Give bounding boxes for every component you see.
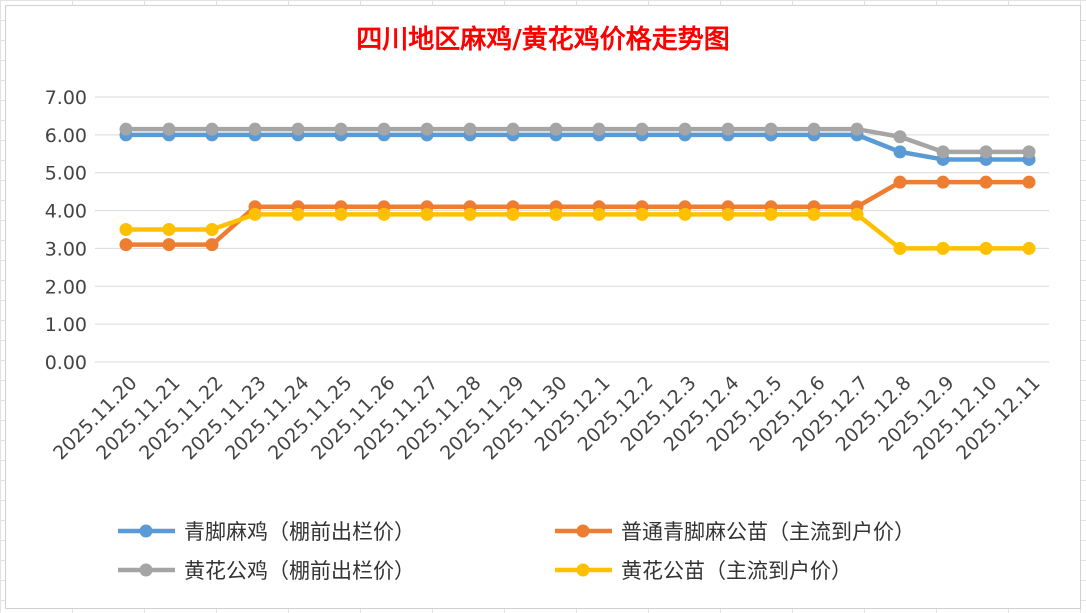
data-point[interactable] (377, 122, 391, 136)
data-point[interactable] (549, 207, 563, 221)
legend-marker (576, 563, 590, 577)
data-point[interactable] (893, 175, 907, 189)
legend-marker (576, 524, 590, 538)
legend-item[interactable]: 普通青脚麻公苗（主流到户价） (555, 520, 915, 544)
data-point[interactable] (678, 122, 692, 136)
data-point[interactable] (119, 122, 133, 136)
legend-marker (139, 524, 153, 538)
data-point[interactable] (1022, 175, 1036, 189)
data-point[interactable] (936, 175, 950, 189)
data-point[interactable] (979, 241, 993, 255)
y-tick-label: 2.00 (45, 276, 87, 298)
data-point[interactable] (1022, 145, 1036, 159)
data-point[interactable] (291, 207, 305, 221)
legend-label: 黄花公鸡（棚前出栏价） (184, 559, 415, 583)
data-point[interactable] (162, 238, 176, 252)
data-point[interactable] (893, 145, 907, 159)
data-point[interactable] (377, 207, 391, 221)
data-point[interactable] (506, 122, 520, 136)
data-point[interactable] (936, 145, 950, 159)
data-point[interactable] (1022, 241, 1036, 255)
series-line (126, 126, 1029, 155)
legend: 青脚麻鸡（棚前出栏价） 普通青脚麻公苗（主流到户价） 黄花公鸡（棚前出栏价） 黄花公苗… (118, 520, 915, 583)
y-tick-label: 5.00 (45, 163, 87, 185)
series-line (126, 212, 1029, 251)
y-axis-ticks: 0.00 1.00 2.00 3.00 4.00 5.00 6.00 7.00 (45, 87, 87, 374)
data-point[interactable] (119, 223, 133, 236)
data-point[interactable] (764, 122, 778, 136)
legend-label: 普通青脚麻公苗（主流到户价） (621, 520, 915, 544)
data-point[interactable] (850, 207, 864, 221)
legend-item[interactable]: 黄花公鸡（棚前出栏价） (118, 559, 415, 583)
data-point[interactable] (979, 175, 993, 189)
series-line (126, 179, 1029, 247)
data-point[interactable] (549, 122, 563, 136)
data-point[interactable] (807, 207, 821, 221)
y-tick-label: 6.00 (45, 125, 87, 147)
data-point[interactable] (205, 122, 219, 136)
data-point[interactable] (205, 223, 219, 236)
legend-label: 青脚麻鸡（棚前出栏价） (184, 520, 415, 544)
y-tick-label: 7.00 (45, 87, 87, 109)
data-point[interactable] (463, 207, 477, 221)
legend-item[interactable]: 黄花公苗（主流到户价） (555, 559, 852, 583)
legend-label: 黄花公苗（主流到户价） (621, 559, 852, 583)
data-point[interactable] (506, 207, 520, 221)
data-point[interactable] (334, 207, 348, 221)
y-tick-label: 0.00 (45, 352, 87, 374)
data-point[interactable] (678, 207, 692, 221)
chart-title: 四川地区麻鸡/黄花鸡价格走势图 (356, 24, 730, 55)
data-point[interactable] (463, 122, 477, 136)
data-point[interactable] (721, 207, 735, 221)
y-tick-label: 4.00 (45, 201, 87, 223)
data-point[interactable] (721, 122, 735, 136)
data-point[interactable] (936, 241, 950, 255)
data-point[interactable] (850, 122, 864, 136)
legend-item[interactable]: 青脚麻鸡（棚前出栏价） (118, 520, 415, 544)
data-point[interactable] (592, 122, 606, 136)
data-point[interactable] (592, 207, 606, 221)
data-point[interactable] (420, 122, 434, 136)
series-2 (119, 122, 1036, 159)
y-tick-label: 3.00 (45, 238, 87, 260)
data-point[interactable] (893, 130, 907, 144)
data-point[interactable] (420, 207, 434, 221)
data-point[interactable] (119, 238, 133, 252)
data-point[interactable] (807, 122, 821, 136)
data-point[interactable] (248, 122, 262, 136)
data-point[interactable] (764, 207, 778, 221)
data-point[interactable] (334, 122, 348, 136)
data-point[interactable] (979, 145, 993, 159)
data-point[interactable] (635, 207, 649, 221)
data-point[interactable] (162, 223, 176, 236)
data-point[interactable] (635, 122, 649, 136)
y-tick-label: 1.00 (45, 314, 87, 336)
series-lines (119, 122, 1036, 255)
data-point[interactable] (893, 241, 907, 255)
data-point[interactable] (162, 122, 176, 136)
x-axis-ticks: 2025.11.202025.11.212025.11.222025.11.23… (49, 372, 1044, 464)
legend-marker (139, 563, 153, 577)
data-point[interactable] (291, 122, 305, 136)
series-line (126, 132, 1029, 162)
chart-frame[interactable] (5, 5, 1081, 609)
data-point[interactable] (205, 238, 219, 252)
data-point[interactable] (248, 207, 262, 221)
series-3 (119, 207, 1036, 255)
